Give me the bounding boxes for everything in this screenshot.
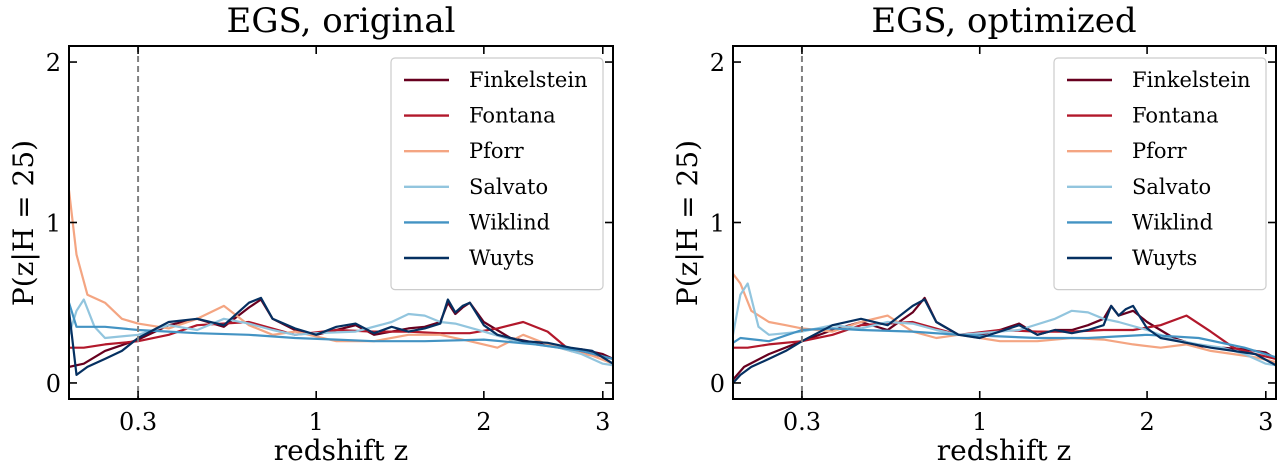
left-x-tick-label: 1 [309,408,324,436]
left-x-axis-label: redshift z [274,434,409,466]
left-series-line-wiklind [69,301,613,360]
right-chart-title: EGS, optimized [871,1,1136,41]
left-chart-title: EGS, original [227,1,456,41]
left-x-tick-label: 2 [476,408,491,436]
left-series-line-wuyts [69,296,613,376]
right-x-axis-label: redshift z [937,434,1072,466]
right-series-group [733,272,1276,385]
left-legend-label-salvato: Salvato [469,175,548,199]
right-legend-label-pforr: Pforr [1132,139,1188,163]
right-plot-area: 0.3 1 2 3 0 1 2 Finkelstein Fontana Pforr Salvato W… [710,45,1277,436]
left-plot-area: 0.3 1 2 3 0 1 2 Finkelstein Fontana Pforr Salvato W… [46,45,614,436]
right-x-tick-label: 1 [972,408,987,436]
right-legend-label-finkelstein: Finkelstein [1132,68,1251,92]
left-panel: EGS, original P(z|H = 25) redshift z 0.3… [7,1,614,466]
left-legend-label-fontana: Fontana [469,104,556,128]
left-legend-label-wuyts: Wuyts [469,246,534,270]
right-y-tick-label: 0 [710,370,725,398]
left-x-tick-label: 3 [595,408,610,436]
right-series-line-wuyts [733,298,1276,385]
right-x-tick-label: 3 [1258,408,1273,436]
left-y-tick-label: 2 [46,49,61,77]
right-x-tick-label: 0.3 [783,408,821,436]
left-legend-label-pforr: Pforr [469,139,525,163]
right-x-tick-label: 2 [1139,408,1154,436]
right-series-line-salvato [733,282,1276,367]
right-y-axis-label: P(z|H = 25) [671,140,704,306]
left-y-axis-label: P(z|H = 25) [7,140,40,306]
right-legend-label-fontana: Fontana [1132,104,1219,128]
right-legend-label-wiklind: Wiklind [1132,210,1213,234]
left-legend: Finkelstein Fontana Pforr Salvato Wiklind Wuy… [390,57,604,291]
left-x-tick-label: 0.3 [119,408,157,436]
right-legend-label-wuyts: Wuyts [1132,246,1197,270]
left-legend-label-finkelstein: Finkelstein [469,68,588,92]
right-y-tick-label: 1 [710,210,725,238]
right-y-tick-label: 2 [710,49,725,77]
left-legend-label-wiklind: Wiklind [469,210,550,234]
right-legend-label-salvato: Salvato [1132,175,1211,199]
right-legend: Finkelstein Fontana Pforr Salvato Wiklind Wuy… [1053,57,1267,291]
left-y-tick-label: 0 [46,370,61,398]
right-panel: EGS, optimized P(z|H = 25) redshift z 0.… [671,1,1277,466]
left-y-tick-label: 1 [46,210,61,238]
